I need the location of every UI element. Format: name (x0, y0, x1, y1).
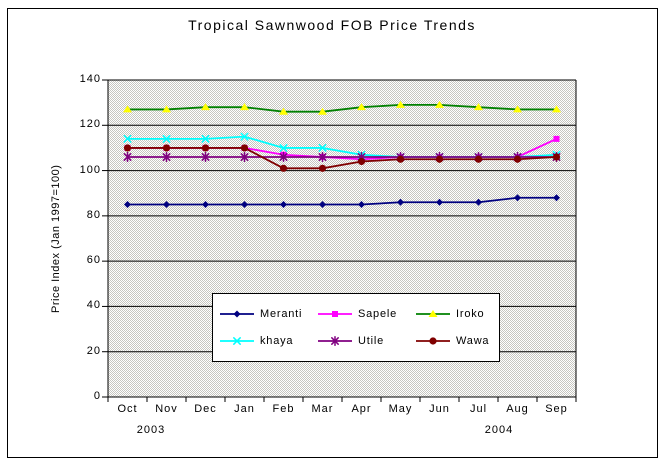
y-tick-label: 40 (86, 299, 101, 312)
legend-label: Meranti (260, 308, 303, 321)
x-tick-label: Mar (311, 403, 334, 415)
utile-marker-icon (318, 335, 352, 346)
wawa-marker-icon (416, 337, 450, 345)
x-tick-label: Jun (429, 403, 450, 415)
x-tick-label: Jan (234, 403, 255, 415)
x-tick-label: Nov (155, 403, 178, 415)
chart-border (7, 8, 658, 458)
sapele-marker-icon (318, 311, 352, 318)
y-tick-label: 0 (93, 390, 101, 402)
x-tick-label: May (388, 403, 413, 415)
legend-item-khaya: khaya (219, 335, 317, 347)
legend-item-meranti: Meranti (219, 308, 317, 320)
meranti-marker-icon (220, 310, 254, 318)
x-tick-label: Oct (117, 403, 138, 415)
legend-item-sapele: Sapele (317, 308, 415, 320)
series-iroko (123, 100, 561, 115)
series-meranti (124, 194, 560, 209)
legend-label: khaya (260, 334, 294, 347)
y-tick-label: 120 (79, 118, 101, 131)
x-tick-label: Jul (469, 403, 488, 415)
y-tick-label: 80 (86, 208, 101, 221)
legend-label: Wawa (456, 334, 490, 347)
khaya-marker-icon (220, 336, 254, 345)
x-axis-year-label-2004: 2004 (484, 424, 514, 436)
legend-label: Iroko (456, 308, 485, 321)
x-tick-label: Sep (545, 403, 568, 415)
y-tick-label: 60 (86, 254, 101, 267)
iroko-marker-icon (416, 310, 450, 318)
chart-title: Tropical Sawnwood FOB Price Trends (188, 17, 476, 33)
y-tick-label: 20 (86, 344, 101, 357)
y-tick-label: 100 (79, 163, 101, 176)
x-tick-label: Apr (351, 403, 372, 415)
legend-label: Utile (358, 334, 385, 347)
x-axis-year-label-2003: 2003 (136, 424, 166, 436)
x-tick-label: Dec (194, 403, 217, 415)
legend-label: Sapele (358, 308, 398, 321)
x-tick-label: Feb (272, 403, 295, 415)
y-tick-label: 140 (79, 73, 101, 85)
legend-item-utile: Utile (317, 335, 415, 347)
legend-item-iroko: Iroko (415, 308, 499, 320)
x-tick-label: Aug (506, 403, 529, 415)
series-wawa (123, 144, 561, 172)
legend: Meranti Sapele Iroko khaya Utile Wawa (212, 293, 500, 362)
legend-item-wawa: Wawa (415, 335, 499, 347)
